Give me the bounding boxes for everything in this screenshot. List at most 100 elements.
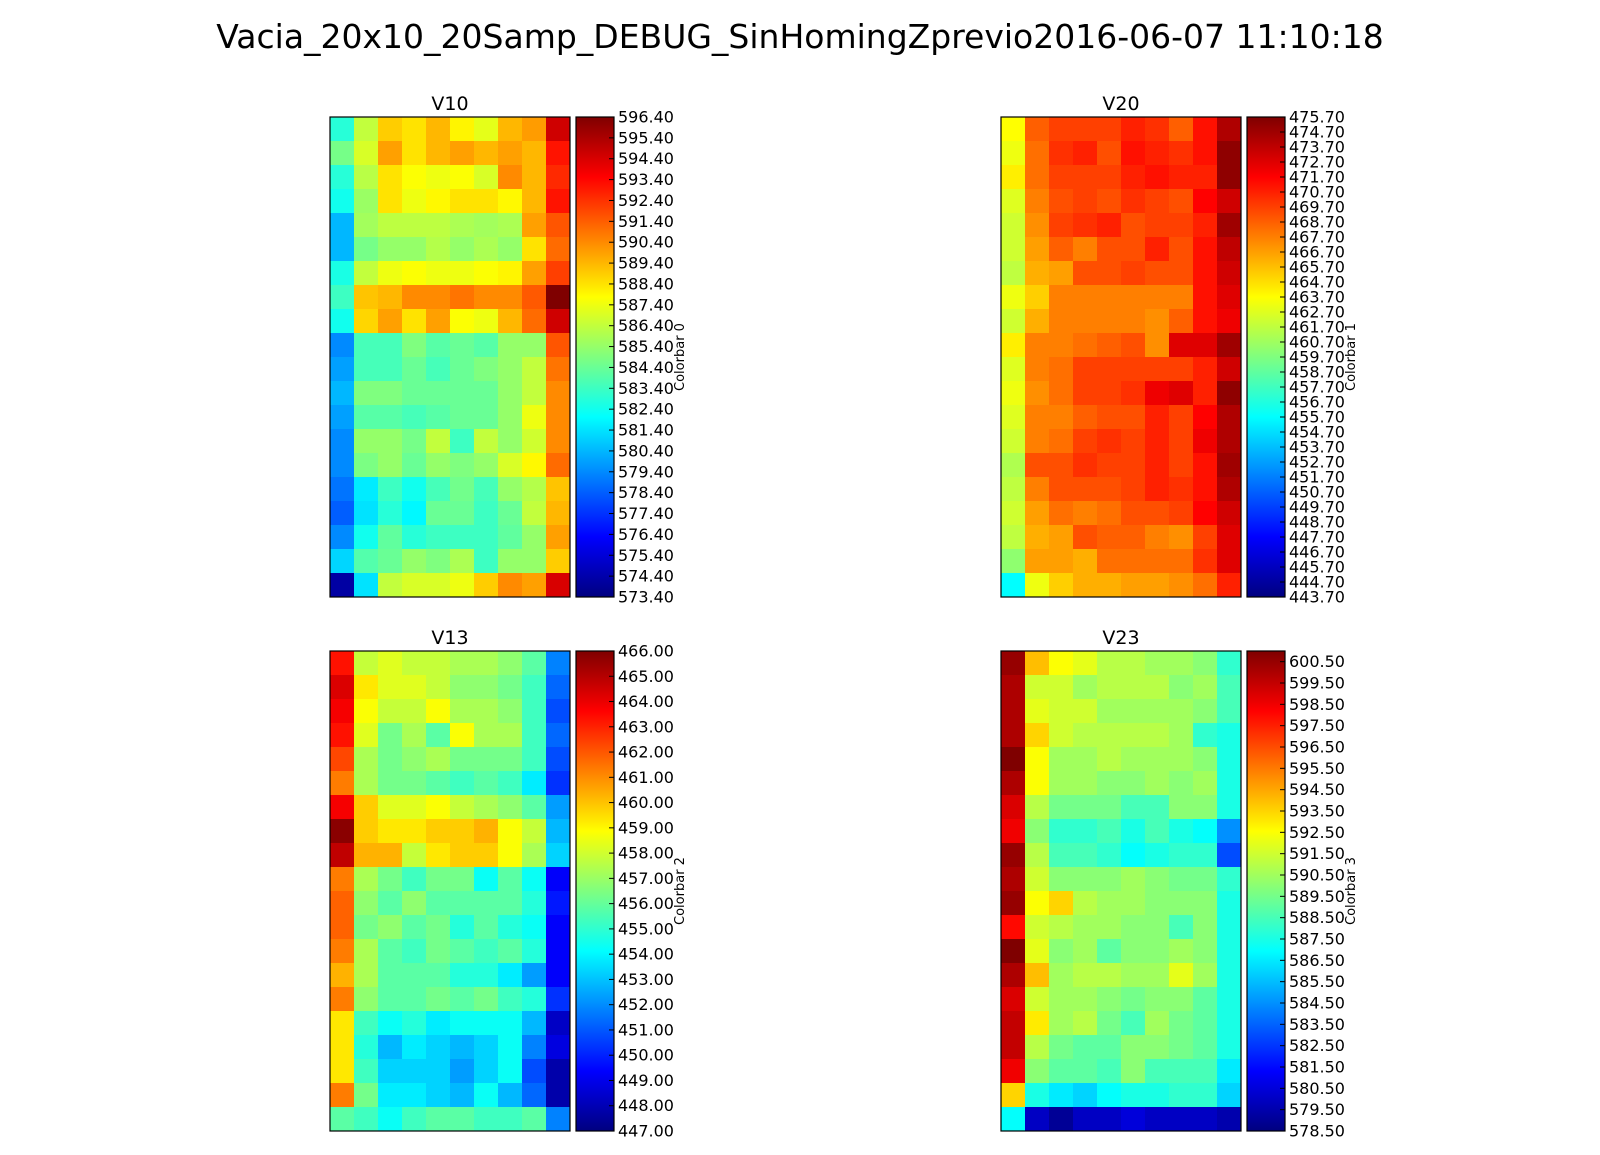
heatmap-cell [1073,333,1098,358]
heatmap-cell [1145,453,1170,478]
heatmap-cell [354,165,379,190]
heatmap-cell [378,261,403,286]
heatmap-cell [498,867,523,892]
heatmap-cell [1121,819,1146,844]
heatmap-cell [378,501,403,526]
heatmap-cell [1073,1107,1098,1132]
heatmap-cell [1073,867,1098,892]
heatmap-cell [378,819,403,844]
heatmap-cell [402,333,427,358]
heatmap-cell [378,1011,403,1036]
colorbar-tick-label: 596.40 [618,108,674,127]
colorbar-tick-label: 573.40 [618,588,674,607]
heatmap-cell [1121,405,1146,430]
heatmap-cell [450,165,475,190]
colorbar-tick-label: 463.00 [618,717,674,736]
heatmap-cell [1121,501,1146,526]
heatmap-cell [1217,333,1242,358]
heatmap-cell [354,477,379,502]
heatmap-cell [498,771,523,796]
heatmap-cell [1073,573,1098,598]
heatmap-cell [330,1107,355,1132]
heatmap-cell [498,117,523,142]
colorbar-tick-label: 465.70 [1289,258,1345,277]
heatmap-cell [1097,747,1122,772]
heatmap-cell [426,189,451,214]
heatmap-cell [474,963,499,988]
heatmap-cell [474,573,499,598]
heatmap-cell [426,843,451,868]
heatmap-cell [330,675,355,700]
heatmap-cell [354,381,379,406]
colorbar-tick-label: 459.00 [618,818,674,837]
heatmap-cell [1001,165,1026,190]
heatmap-cell [1097,1035,1122,1060]
heatmap-cell [450,189,475,214]
heatmap-cell [1073,453,1098,478]
heatmap-cell [1145,501,1170,526]
colorbar-label: Colorbar 1 [1344,323,1359,391]
heatmap-cell [450,477,475,502]
heatmap-cell [1049,747,1074,772]
heatmap-cell [522,747,547,772]
heatmap-cell [378,747,403,772]
heatmap-cell [378,237,403,262]
heatmap-cell [474,285,499,310]
colorbar-tick-label: 586.40 [618,316,674,335]
colorbar-tick-label: 471.70 [1289,168,1345,187]
heatmap-cell [474,309,499,334]
heatmap-cell [330,891,355,916]
colorbar-tick-label: 584.40 [618,358,674,377]
heatmap-cell [378,477,403,502]
colorbar-tick-label: 574.40 [618,567,674,586]
heatmap-cell [1145,771,1170,796]
heatmap-cell [1121,963,1146,988]
heatmap-panel-v20: V20443.70444.70445.70446.70447.70448.704… [1000,93,1359,607]
heatmap-cell [450,987,475,1012]
heatmap-cell [1097,525,1122,550]
heatmap-cell [1073,891,1098,916]
heatmap-cell [1145,1035,1170,1060]
heatmap-cell [450,1107,475,1132]
heatmap-cell [1121,453,1146,478]
heatmap-cell [450,501,475,526]
heatmap-cell [474,117,499,142]
heatmap-cell [1001,1059,1026,1084]
heatmap-cell [546,477,571,502]
heatmap-cell [426,477,451,502]
colorbar-tick-label: 458.00 [618,844,674,863]
heatmap-cell [330,357,355,382]
heatmap-cell [1097,213,1122,238]
heatmap-cell [354,189,379,214]
heatmap-cell [402,723,427,748]
heatmap-cell [546,675,571,700]
heatmap-cell [354,453,379,478]
heatmap-cell [1145,723,1170,748]
colorbar: 578.50 579.50 580.50 581.50 582.50 583.50 584.… [1246,650,1359,1141]
heatmap-cell [474,1035,499,1060]
heatmap-cell [1193,1059,1218,1084]
heatmap-cell [498,1035,523,1060]
heatmap-cell [1169,141,1194,166]
heatmap-cell [426,165,451,190]
heatmap-cell [378,573,403,598]
heatmap-cell [474,525,499,550]
heatmap-cell [1073,141,1098,166]
heatmap-cell [378,963,403,988]
heatmap-cell [354,117,379,142]
heatmap-cell [474,915,499,940]
heatmap-cell [1217,213,1242,238]
heatmap-cell [378,285,403,310]
heatmap-cell [522,261,547,286]
heatmap-cell [546,549,571,574]
heatmap-cell [1001,771,1026,796]
heatmap-cell [354,549,379,574]
heatmap-cell [1025,747,1050,772]
heatmap-cell [1217,573,1242,598]
heatmap-cell [1145,891,1170,916]
heatmap-cell [498,141,523,166]
heatmap-cell [1217,501,1242,526]
heatmap-cell [1073,1011,1098,1036]
heatmap-cell [1073,723,1098,748]
heatmap-cell [402,987,427,1012]
